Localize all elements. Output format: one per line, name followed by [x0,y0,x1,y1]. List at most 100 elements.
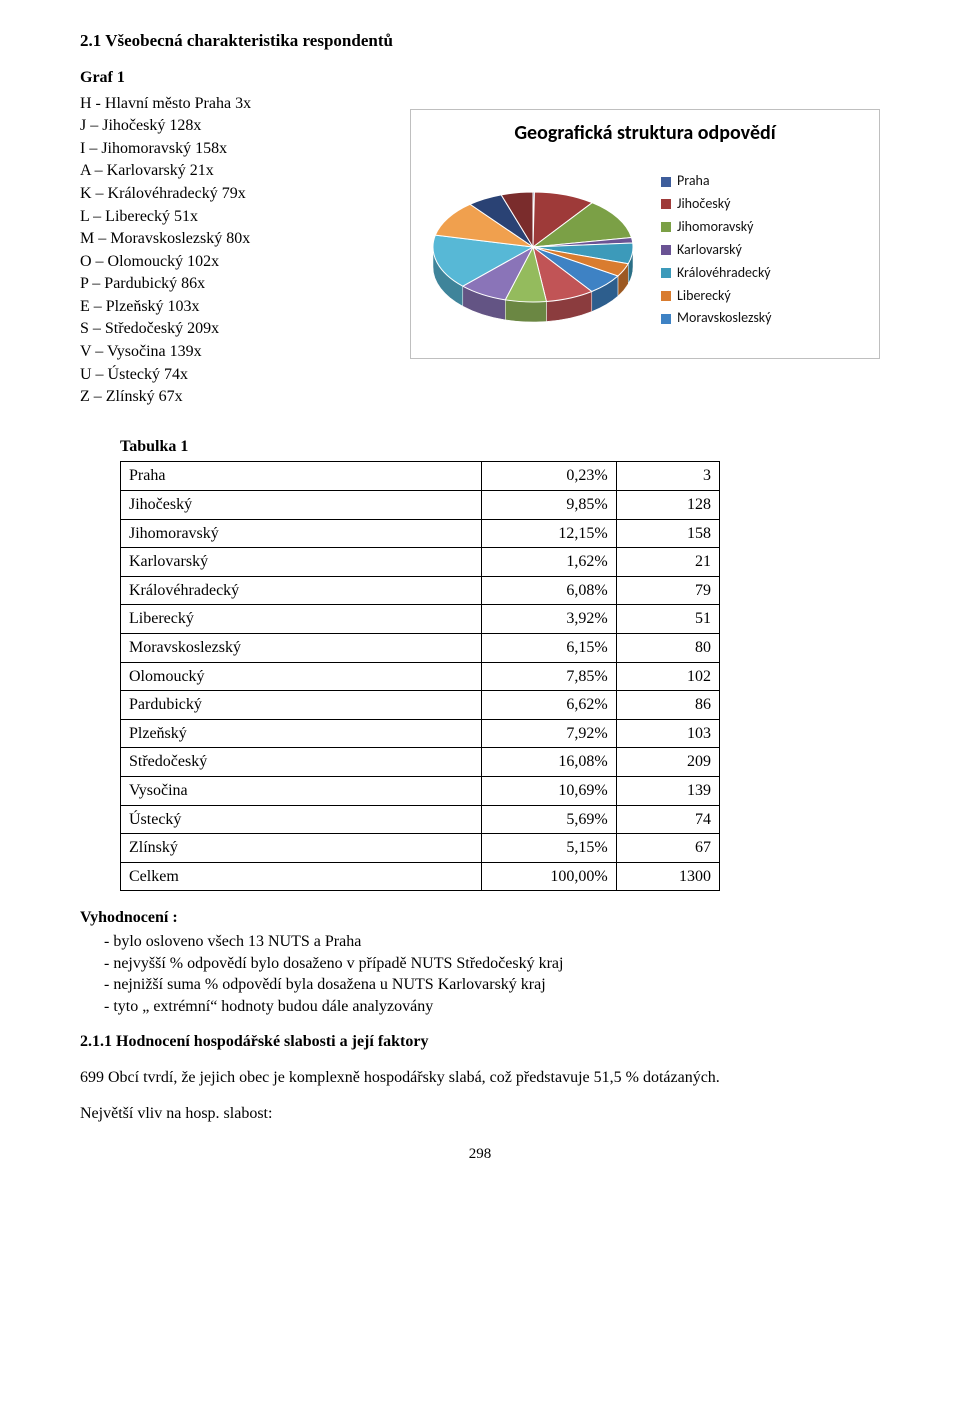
table-row: Moravskoslezský6,15%80 [121,634,720,663]
cell-count: 158 [616,519,719,548]
region-line: U – Ústecký 74x [80,364,380,386]
legend-item: Královéhradecký [661,264,867,283]
cell-region: Vysočina [121,776,482,805]
cell-percent: 9,85% [482,491,616,520]
legend-label: Liberecký [677,287,731,306]
legend-item: Praha [661,172,867,191]
cell-region: Karlovarský [121,548,482,577]
cell-percent: 7,85% [482,662,616,691]
table-row: Praha0,23%3 [121,462,720,491]
cell-percent: 6,62% [482,691,616,720]
bullet-line: - bylo osloveno všech 13 NUTS a Praha [80,931,880,953]
graf-label: Graf 1 [80,67,380,89]
region-list: H - Hlavní město Praha 3xJ – Jihočeský 1… [80,93,380,408]
cell-region: Moravskoslezský [121,634,482,663]
cell-percent: 16,08% [482,748,616,777]
legend-swatch [661,222,671,232]
cell-percent: 0,23% [482,462,616,491]
cell-count: 74 [616,805,719,834]
cell-count: 51 [616,605,719,634]
legend-item: Liberecký [661,287,867,306]
cell-region: Praha [121,462,482,491]
cell-count: 1300 [616,862,719,891]
cell-percent: 3,92% [482,605,616,634]
cell-count: 86 [616,691,719,720]
tabulka-label: Tabulka 1 [120,436,880,458]
table-row: Vysočina10,69%139 [121,776,720,805]
table-row: Jihomoravský12,15%158 [121,519,720,548]
region-line: A – Karlovarský 21x [80,160,380,182]
legend-swatch [661,291,671,301]
legend-label: Jihomoravský [677,218,754,237]
bullet-list: - bylo osloveno všech 13 NUTS a Praha- n… [80,931,880,1017]
table-row: Pardubický6,62%86 [121,691,720,720]
chart-box: Geografická struktura odpovědí Praha Jiho… [410,109,880,359]
cell-percent: 1,62% [482,548,616,577]
cell-region: Olomoucký [121,662,482,691]
legend-label: Moravskoslezský [677,309,772,328]
table-row: Ústecký5,69%74 [121,805,720,834]
data-table: Praha0,23%3Jihočeský9,85%128Jihomoravský… [120,461,720,891]
cell-region: Středočeský [121,748,482,777]
legend-label: Karlovarský [677,241,742,260]
cell-region: Liberecký [121,605,482,634]
table-row: Jihočeský9,85%128 [121,491,720,520]
table-row: Celkem100,00%1300 [121,862,720,891]
bullet-line: - nejvyšší % odpovědí bylo dosaženo v př… [80,953,880,975]
legend-label: Praha [677,172,710,191]
cell-count: 67 [616,834,719,863]
top-block: Graf 1 H - Hlavní město Praha 3xJ – Jiho… [80,67,880,418]
cell-percent: 5,15% [482,834,616,863]
legend-swatch [661,314,671,324]
legend-label: Královéhradecký [677,264,771,283]
cell-percent: 100,00% [482,862,616,891]
bullet-line: - nejnižší suma % odpovědí byla dosažena… [80,974,880,996]
cell-percent: 6,15% [482,634,616,663]
legend-swatch [661,177,671,187]
body-paragraph: 699 Obcí tvrdí, že jejich obec je komple… [80,1067,880,1089]
cell-percent: 6,08% [482,576,616,605]
region-line: P – Pardubický 86x [80,273,380,295]
table-row: Olomoucký7,85%102 [121,662,720,691]
cell-count: 128 [616,491,719,520]
region-line: Z – Zlínský 67x [80,386,380,408]
cell-count: 103 [616,719,719,748]
bullet-line: - tyto „ extrémní“ hodnoty budou dále an… [80,996,880,1018]
table-row: Plzeňský7,92%103 [121,719,720,748]
region-line: M – Moravskoslezský 80x [80,228,380,250]
cell-region: Plzeňský [121,719,482,748]
closing-line: Největší vliv na hosp. slabost: [80,1103,880,1125]
pie-wrap [423,157,643,344]
cell-region: Ústecký [121,805,482,834]
legend-label: Jihočeský [677,195,730,214]
table-row: Karlovarský1,62%21 [121,548,720,577]
region-line: I – Jihomoravský 158x [80,138,380,160]
region-line: J – Jihočeský 128x [80,115,380,137]
cell-count: 21 [616,548,719,577]
chart-title: Geografická struktura odpovědí [423,120,867,147]
left-column: Graf 1 H - Hlavní město Praha 3xJ – Jiho… [80,67,380,418]
cell-region: Pardubický [121,691,482,720]
region-line: E – Plzeňský 103x [80,296,380,318]
table-row: Liberecký3,92%51 [121,605,720,634]
table-row: Středočeský16,08%209 [121,748,720,777]
legend-swatch [661,245,671,255]
region-line: V – Vysočina 139x [80,341,380,363]
subsection-title: 2.1.1 Hodnocení hospodářské slabosti a j… [80,1031,880,1053]
table-row: Zlínský5,15%67 [121,834,720,863]
legend-item: Jihomoravský [661,218,867,237]
legend-item: Moravskoslezský [661,309,867,328]
cell-count: 102 [616,662,719,691]
page-number: 298 [80,1144,880,1164]
cell-count: 80 [616,634,719,663]
cell-region: Jihočeský [121,491,482,520]
cell-count: 3 [616,462,719,491]
cell-percent: 10,69% [482,776,616,805]
region-line: O – Olomoucký 102x [80,251,380,273]
chart-legend: Praha Jihočeský Jihomoravský Karlovarský Krá… [661,168,867,332]
chart-body: Praha Jihočeský Jihomoravský Karlovarský Krá… [423,157,867,344]
cell-region: Celkem [121,862,482,891]
legend-swatch [661,268,671,278]
cell-percent: 12,15% [482,519,616,548]
legend-swatch [661,199,671,209]
